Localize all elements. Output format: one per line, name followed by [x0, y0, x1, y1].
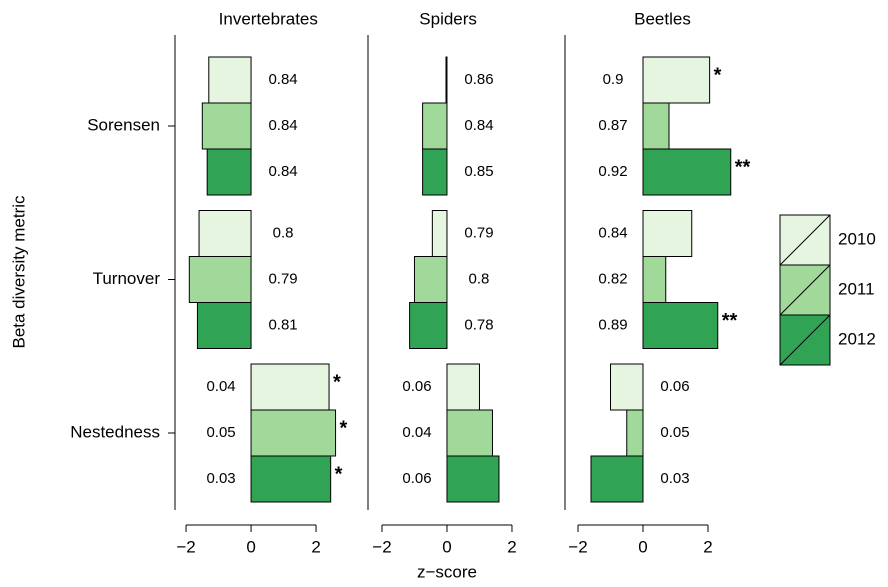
bar — [198, 210, 252, 257]
bar — [422, 102, 448, 150]
beta-label: 0.79 — [464, 224, 493, 241]
bar — [431, 210, 448, 257]
bar — [642, 302, 719, 349]
beta-label: 0.05 — [660, 424, 689, 441]
beta-label: 0.84 — [464, 117, 493, 134]
bar — [409, 302, 448, 349]
beta-label: 0.89 — [598, 316, 627, 333]
x-tick-label: 0 — [246, 537, 255, 556]
bar — [626, 409, 644, 457]
y-tick-label: Sorensen — [87, 115, 160, 134]
x-tick-label: 2 — [703, 537, 712, 556]
legend-label: 2011 — [838, 279, 875, 298]
x-axis-title: z−score — [417, 562, 477, 581]
beta-label: 0.06 — [660, 378, 689, 395]
x-tick-label: 2 — [311, 537, 320, 556]
beta-label: 0.8 — [469, 270, 490, 287]
y-axis-title: Beta diversity metric — [9, 195, 28, 349]
bar — [642, 56, 711, 104]
x-tick-label: 0 — [638, 537, 647, 556]
beta-label: 0.03 — [206, 470, 235, 487]
legend-label: 2012 — [838, 329, 876, 348]
beta-label: 0.85 — [464, 163, 493, 180]
bar — [590, 455, 644, 503]
legend-label: 2010 — [838, 229, 876, 248]
legend-diagonal — [779, 264, 831, 316]
beta-label: 0.04 — [402, 424, 431, 441]
significance-star: ** — [722, 310, 738, 332]
bar — [196, 302, 252, 349]
significance-star: * — [335, 463, 343, 485]
beta-label: 0.87 — [598, 117, 627, 134]
beta-label: 0.05 — [206, 424, 235, 441]
beta-label: 0.78 — [464, 316, 493, 333]
x-tick-label: 2 — [507, 537, 516, 556]
panel-title: Beetles — [634, 9, 691, 28]
y-tick-label: Nestedness — [70, 422, 160, 441]
bar — [208, 56, 252, 104]
bar — [201, 102, 252, 150]
x-tick-label: −2 — [568, 537, 587, 556]
beta-label: 0.06 — [402, 470, 431, 487]
beta-label: 0.86 — [464, 71, 493, 88]
beta-label: 0.84 — [598, 224, 627, 241]
bar — [446, 455, 500, 503]
y-tick-label: Turnover — [93, 269, 161, 288]
beta-label: 0.06 — [402, 378, 431, 395]
significance-star: ** — [735, 156, 751, 178]
bar — [446, 363, 480, 411]
beta-label: 0.03 — [660, 470, 689, 487]
bar — [642, 102, 670, 150]
bar — [642, 210, 693, 257]
bar — [445, 56, 448, 104]
significance-star: * — [340, 417, 348, 439]
beta-label: 0.82 — [598, 270, 627, 287]
bar — [642, 256, 667, 303]
bar — [250, 409, 337, 457]
bar — [250, 455, 332, 503]
bar — [188, 256, 252, 303]
bar — [642, 148, 732, 196]
beta-label: 0.92 — [598, 163, 627, 180]
beta-label: 0.84 — [268, 117, 297, 134]
beta-label: 0.9 — [603, 71, 624, 88]
panel-title: Spiders — [419, 9, 477, 28]
x-tick-label: 0 — [442, 537, 451, 556]
beta-label: 0.84 — [268, 163, 297, 180]
beta-label: 0.79 — [268, 270, 297, 287]
bar — [422, 148, 448, 196]
panel-title: Invertebrates — [219, 9, 318, 28]
bar — [610, 363, 644, 411]
beta-label: 0.8 — [273, 224, 294, 241]
bar — [413, 256, 448, 303]
bar — [446, 409, 493, 457]
x-tick-label: −2 — [176, 537, 195, 556]
x-tick-label: −2 — [372, 537, 391, 556]
significance-star: * — [333, 371, 341, 393]
bar — [250, 363, 330, 411]
beta-label: 0.84 — [268, 71, 297, 88]
legend-diagonal — [779, 314, 831, 366]
bar — [206, 148, 252, 196]
beta-label: 0.81 — [268, 316, 297, 333]
beta-label: 0.04 — [206, 378, 235, 395]
legend-diagonal — [779, 214, 831, 266]
significance-star: * — [714, 64, 722, 86]
